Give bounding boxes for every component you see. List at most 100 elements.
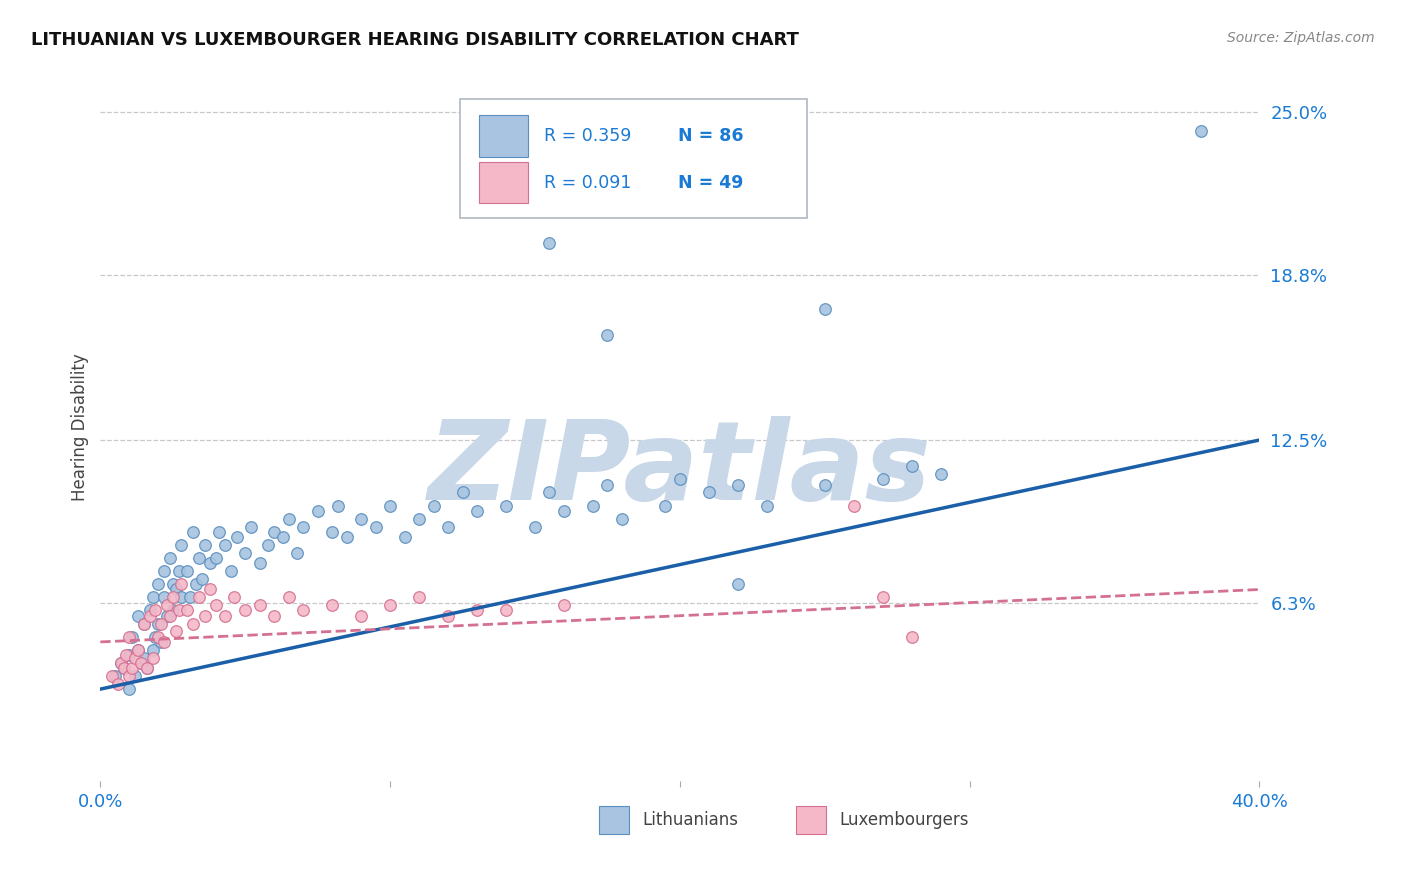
- Point: [523, 519, 546, 533]
- Point: [191, 572, 214, 586]
- Point: [277, 591, 299, 605]
- Point: [263, 608, 285, 623]
- Text: R = 0.091: R = 0.091: [544, 174, 631, 192]
- Point: [153, 635, 176, 649]
- Point: [214, 608, 236, 623]
- Point: [225, 530, 247, 544]
- Point: [233, 546, 256, 560]
- Point: [118, 648, 141, 662]
- Point: [104, 669, 127, 683]
- Point: [181, 524, 204, 539]
- Point: [249, 556, 271, 570]
- Point: [118, 669, 141, 683]
- Point: [156, 598, 179, 612]
- Point: [159, 551, 181, 566]
- Point: [181, 616, 204, 631]
- Bar: [479, 115, 529, 156]
- Point: [669, 472, 692, 486]
- Bar: [796, 805, 825, 834]
- Point: [222, 591, 245, 605]
- Point: [394, 530, 416, 544]
- Point: [205, 551, 228, 566]
- Point: [138, 603, 160, 617]
- Point: [167, 564, 190, 578]
- Point: [378, 499, 401, 513]
- Point: [277, 512, 299, 526]
- Point: [872, 472, 894, 486]
- Point: [170, 591, 193, 605]
- Point: [150, 616, 173, 631]
- Point: [326, 499, 349, 513]
- Point: [814, 477, 837, 491]
- Point: [610, 512, 633, 526]
- Point: [115, 648, 138, 662]
- Point: [271, 530, 294, 544]
- Point: [148, 577, 170, 591]
- Point: [162, 577, 184, 591]
- Point: [582, 499, 605, 513]
- Point: [132, 616, 155, 631]
- Point: [727, 577, 749, 591]
- Point: [287, 546, 309, 560]
- Point: [538, 236, 561, 251]
- Point: [814, 301, 837, 316]
- Point: [176, 603, 198, 617]
- Point: [101, 669, 124, 683]
- Point: [112, 661, 135, 675]
- Text: R = 0.359: R = 0.359: [544, 127, 631, 145]
- Point: [145, 630, 167, 644]
- Point: [194, 538, 217, 552]
- Point: [1189, 123, 1212, 137]
- Point: [408, 591, 430, 605]
- Y-axis label: Hearing Disability: Hearing Disability: [72, 353, 89, 500]
- Point: [205, 598, 228, 612]
- Point: [900, 459, 922, 474]
- Point: [121, 630, 143, 644]
- Point: [165, 582, 187, 597]
- Point: [654, 499, 676, 513]
- Point: [465, 603, 488, 617]
- Text: Luxembourgers: Luxembourgers: [839, 811, 969, 829]
- Point: [127, 642, 149, 657]
- Point: [141, 650, 163, 665]
- Point: [842, 499, 865, 513]
- Point: [165, 624, 187, 639]
- Point: [233, 603, 256, 617]
- Point: [437, 608, 460, 623]
- Point: [121, 661, 143, 675]
- Point: [697, 485, 720, 500]
- Point: [141, 591, 163, 605]
- Point: [194, 608, 217, 623]
- Point: [179, 591, 201, 605]
- Point: [350, 512, 373, 526]
- Point: [596, 328, 619, 343]
- Point: [321, 598, 343, 612]
- Point: [187, 551, 209, 566]
- Point: [208, 524, 231, 539]
- Point: [118, 630, 141, 644]
- Point: [159, 608, 181, 623]
- Point: [145, 603, 167, 617]
- Text: N = 49: N = 49: [678, 174, 742, 192]
- Point: [138, 608, 160, 623]
- Point: [465, 504, 488, 518]
- Point: [127, 608, 149, 623]
- Point: [170, 538, 193, 552]
- FancyBboxPatch shape: [460, 99, 807, 219]
- Point: [350, 608, 373, 623]
- Point: [162, 603, 184, 617]
- Point: [495, 499, 517, 513]
- Point: [292, 519, 315, 533]
- Point: [200, 582, 222, 597]
- Bar: [479, 162, 529, 203]
- Point: [219, 564, 242, 578]
- Point: [112, 661, 135, 675]
- Point: [176, 564, 198, 578]
- Point: [214, 538, 236, 552]
- Point: [156, 608, 179, 623]
- Point: [538, 485, 561, 500]
- Point: [167, 603, 190, 617]
- Text: Lithuanians: Lithuanians: [643, 811, 738, 829]
- Point: [408, 512, 430, 526]
- Point: [422, 499, 444, 513]
